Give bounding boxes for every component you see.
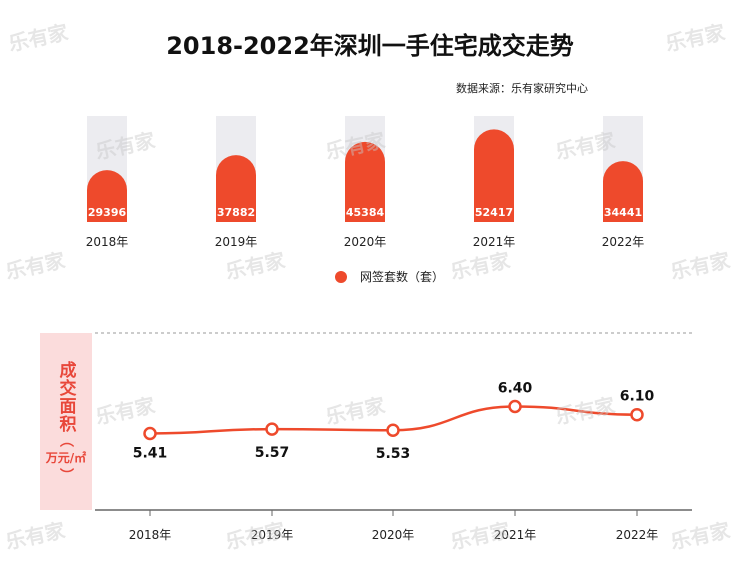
y-label-open: （ <box>58 433 74 447</box>
bar-value-label: 52417 <box>475 206 513 219</box>
data-point <box>508 399 522 414</box>
bar-category-label: 2020年 <box>344 235 387 249</box>
legend-label: 网签套数（套） <box>360 269 444 284</box>
y-label-close: ） <box>58 468 74 482</box>
y-label-unit: 万元/㎡ <box>45 451 87 465</box>
x-tick-label: 2021年 <box>494 528 537 542</box>
bar <box>87 170 127 222</box>
data-point <box>265 422 279 436</box>
chart-title: 2018-2022年深圳一手住宅成交走势 <box>166 32 574 60</box>
bar <box>216 155 256 222</box>
data-point <box>143 426 157 441</box>
bar <box>603 161 643 222</box>
bar-category-label: 2019年 <box>215 235 258 249</box>
bar <box>474 129 514 222</box>
bar-category-label: 2022年 <box>602 235 645 249</box>
data-label: 5.53 <box>376 446 411 462</box>
bar-value-label: 29396 <box>88 206 127 219</box>
line-y-axis-label: 成交面积 （ 万元/㎡ ） <box>40 333 92 510</box>
x-tick-label: 2020年 <box>372 528 415 542</box>
bar-category-label: 2018年 <box>86 235 129 249</box>
bar-value-label: 37882 <box>217 206 255 219</box>
legend-marker <box>335 271 347 283</box>
data-label: 6.40 <box>498 381 533 397</box>
data-label: 6.10 <box>620 389 655 405</box>
data-point <box>386 423 400 437</box>
x-tick-label: 2019年 <box>251 528 294 542</box>
x-tick-label: 2018年 <box>129 528 172 542</box>
data-label: 5.41 <box>133 445 168 461</box>
bar <box>345 141 385 222</box>
bar-value-label: 45384 <box>346 206 385 219</box>
bar-value-label: 34441 <box>604 206 642 219</box>
y-label-main: 成交面积 <box>55 361 76 433</box>
data-source: 数据来源：乐有家研究中心 <box>456 82 588 95</box>
data-point <box>630 407 644 422</box>
data-label: 5.57 <box>255 445 290 461</box>
bar-category-label: 2021年 <box>473 235 516 249</box>
x-tick-label: 2022年 <box>616 528 659 542</box>
